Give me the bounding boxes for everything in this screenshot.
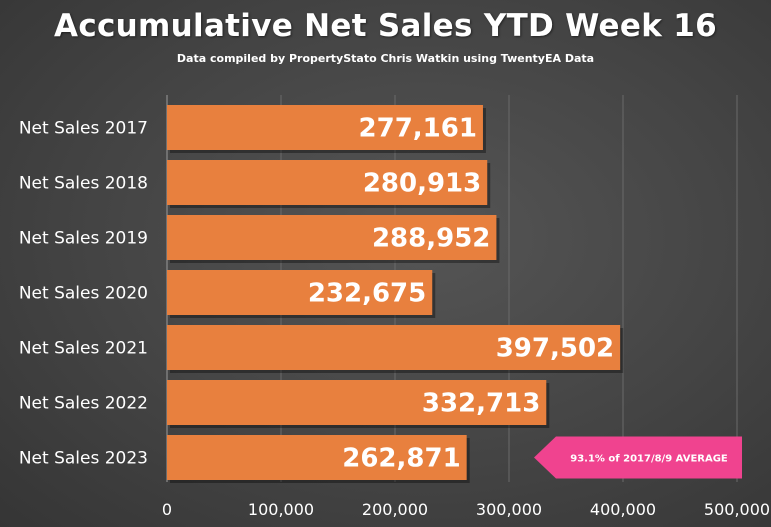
x-tick-label: 500,000	[704, 500, 770, 519]
category-label: Net Sales 2020	[19, 284, 148, 304]
value-label: 262,871	[342, 444, 460, 474]
category-label: Net Sales 2019	[19, 229, 148, 249]
value-label: 232,675	[308, 279, 426, 309]
x-tick-label: 0	[162, 500, 172, 519]
x-tick-label: 100,000	[248, 500, 314, 519]
value-label: 277,161	[359, 114, 477, 144]
category-label: Net Sales 2023	[19, 449, 148, 469]
bar	[167, 105, 483, 150]
category-label: Net Sales 2021	[19, 339, 148, 359]
category-label: Net Sales 2022	[19, 394, 148, 414]
chart-subtitle: Data compiled by PropertyStato Chris Wat…	[176, 52, 595, 65]
category-label: Net Sales 2017	[19, 119, 148, 139]
value-label: 397,502	[496, 334, 614, 364]
category-label: Net Sales 2018	[19, 174, 148, 194]
bar	[167, 325, 621, 370]
value-label: 280,913	[363, 169, 481, 199]
x-tick-label: 400,000	[590, 500, 656, 519]
bar	[167, 270, 433, 315]
x-tick-label: 300,000	[476, 500, 542, 519]
bar	[167, 215, 497, 260]
x-tick-label: 200,000	[362, 500, 428, 519]
bar	[167, 380, 547, 425]
value-label: 332,713	[422, 389, 540, 419]
callout-label: 93.1% of 2017/8/9 AVERAGE	[570, 454, 728, 465]
callout-arrow	[534, 436, 742, 479]
bar	[167, 160, 488, 205]
bar	[167, 435, 467, 480]
value-label: 288,952	[372, 224, 490, 254]
chart-title: Accumulative Net Sales YTD Week 16	[54, 8, 717, 44]
